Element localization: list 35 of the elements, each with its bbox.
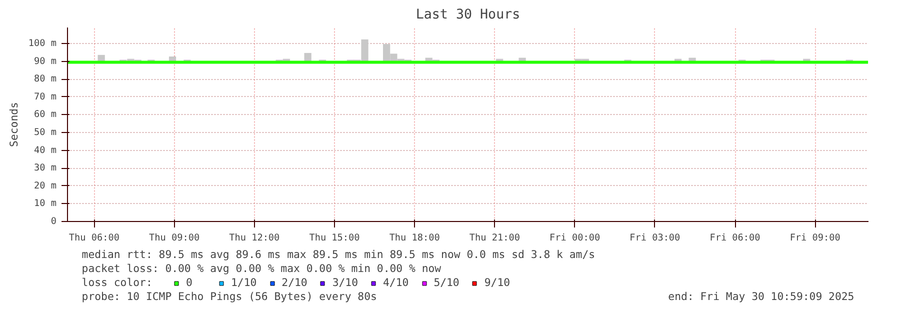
y-tick-label: 40 m	[34, 144, 57, 156]
y-tick-label: 90 m	[34, 56, 57, 67]
legend-label: 1/10	[231, 276, 257, 289]
x-tick-label: Thu 21:00	[469, 232, 520, 244]
x-tick-label: Thu 09:00	[149, 232, 200, 244]
legend-label: 9/10	[484, 276, 510, 289]
legend-label: 5/10	[434, 276, 460, 289]
y-tick-label: 0	[50, 216, 57, 227]
y-tick-label: 20 m	[34, 180, 57, 192]
x-tick-label: Fri 00:00	[550, 232, 600, 244]
x-tick-label: Thu 18:00	[389, 232, 440, 244]
y-tick-label: 100 m	[28, 38, 57, 50]
y-tick-label: 30 m	[34, 162, 57, 174]
legend-label: 2/10	[282, 276, 308, 289]
legend-label: 0	[186, 276, 194, 289]
text: median rtt: 89.5 ms avg 89.6 ms max 89.5 ms min 89.5 ms now 0.0 ms sd 3.8 k am/s	[82, 248, 596, 261]
y-tick-label: 80 m	[34, 74, 57, 85]
text: packet loss: 0.00 % avg 0.00 % max 0.00 % min 0.00 % now	[82, 262, 442, 275]
x-tick-label: Fri 09:00	[790, 232, 841, 244]
x-tick-label: Thu 15:00	[309, 232, 360, 244]
x-tick-label: Thu 06:00	[68, 232, 120, 244]
legend-label: 4/10	[383, 276, 409, 289]
legend-label: 3/10	[332, 276, 358, 289]
legend-title: loss color:	[82, 276, 152, 289]
x-tick-label: Thu 12:00	[229, 232, 280, 244]
text: probe: 10 ICMP Echo Pings (56 Bytes) every 80s	[82, 290, 377, 303]
y-tick-label: 50 m	[34, 127, 57, 138]
text: end: Fri May 30 10:59:09 2025	[668, 290, 854, 303]
y-tick-label: 10 m	[34, 198, 57, 210]
y-tick-label: 70 m	[34, 91, 57, 102]
y-axis-title: Seconds	[7, 102, 20, 147]
chart-title: Last 30 Hours	[416, 8, 520, 22]
y-tick-label: 60 m	[34, 109, 57, 120]
x-tick-label: Fri 06:00	[710, 232, 761, 244]
x-tick-label: Fri 03:00	[630, 232, 681, 244]
